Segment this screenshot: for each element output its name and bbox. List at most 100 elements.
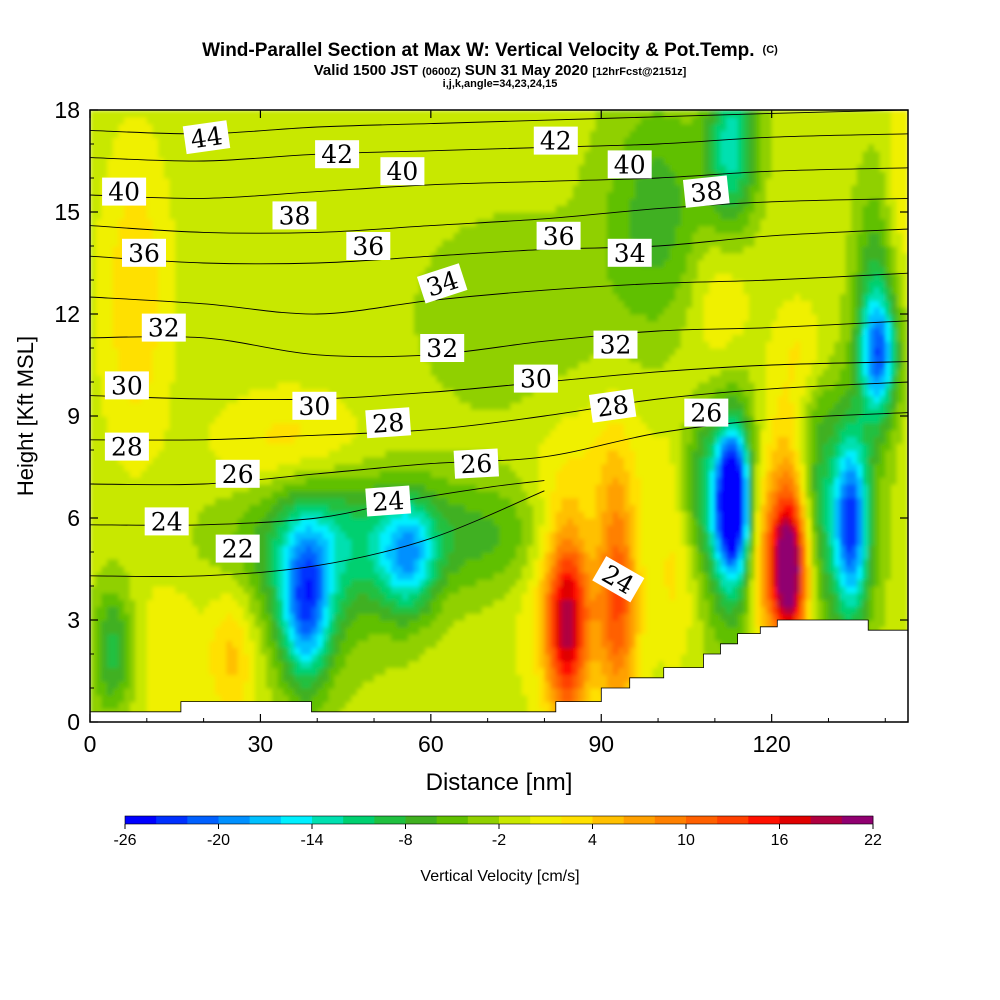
x-tick-label: 0 [84, 731, 97, 757]
contour-label-24: 24 [144, 507, 189, 536]
subtitle-valid: Valid 1500 JST [314, 62, 422, 79]
colorbar-segment [748, 816, 780, 824]
y-tick-label: 9 [67, 403, 80, 429]
y-tick-label: 12 [54, 301, 80, 327]
colorbar-segment [810, 816, 843, 824]
subtitle-forecast: [12hrFcst@2151z] [592, 66, 686, 78]
colorbar-segment [436, 816, 469, 824]
contour-label-22: 22 [215, 534, 260, 564]
contour-label-44: 44 [182, 120, 231, 154]
y-tick-label: 6 [67, 505, 80, 531]
colorbar: -26 -20 -14 -8 -2 4 10 16 22 [113, 815, 882, 849]
colorbar-segment [312, 816, 344, 824]
terrain [90, 619, 908, 722]
colorbar-segment [125, 816, 157, 824]
theta-contour-30 [90, 361, 908, 401]
contour-label-36: 36 [122, 238, 166, 268]
theta-contour-40 [90, 167, 908, 199]
chart-title: Wind-Parallel Section at Max W: Vertical… [202, 40, 778, 61]
colorbar-segment [592, 816, 625, 824]
colorbar-segment [218, 816, 251, 824]
colorbar-segment [405, 816, 438, 824]
theta-contour-32 [90, 320, 908, 358]
contour-label-38: 38 [682, 175, 730, 208]
colorbar-segment [530, 816, 562, 824]
colorbar-segment [654, 816, 687, 824]
colorbar-tick-label: 10 [677, 832, 695, 849]
contour-label-26: 26 [215, 459, 260, 489]
colorbar-segment [156, 816, 188, 824]
subtitle-date: SUN 31 May 2020 [461, 62, 593, 79]
colorbar-segment [717, 816, 749, 824]
colorbar-segment [187, 816, 219, 824]
contour-label-36: 36 [346, 232, 391, 261]
chart-subtitle: Valid 1500 JST (0600Z) SUN 31 May 2020 [… [314, 62, 687, 79]
colorbar-tick-label: -20 [207, 832, 230, 849]
y-tick-label: 0 [67, 709, 80, 735]
colorbar-segment [686, 816, 718, 824]
colorbar-segment [499, 816, 531, 824]
x-axis: 0 30 60 90 120 [84, 110, 886, 757]
contour-label-24: 24 [365, 485, 412, 517]
colorbar-segment [343, 816, 375, 824]
contour-label-28: 28 [104, 432, 149, 462]
x-tick-label: 60 [418, 731, 444, 757]
contour-label-38: 38 [272, 201, 317, 230]
colorbar-segment [249, 816, 282, 824]
colorbar-tick-label: -2 [492, 832, 506, 849]
contour-label-32: 32 [420, 334, 465, 363]
colorbar-segment [374, 816, 406, 824]
x-tick-label: 30 [248, 731, 274, 757]
theta-contour-36 [90, 228, 908, 265]
subtitle-utc: (0600Z) [422, 66, 461, 78]
colorbar-segment [280, 816, 313, 824]
contour-label-30: 30 [513, 364, 558, 394]
chart-title-main: Wind-Parallel Section at Max W: Vertical… [202, 40, 754, 61]
contour-label-40: 40 [607, 150, 652, 179]
contour-label-36: 36 [536, 221, 581, 251]
chart-subtitle-indices: i,j,k,angle=34,23,24,15 [443, 78, 558, 90]
colorbar-tick-label: 4 [588, 832, 597, 849]
contour-label-30: 30 [292, 391, 337, 421]
contour-label-34: 34 [607, 238, 652, 268]
colorbar-segment [467, 816, 500, 824]
contour-label-40: 40 [102, 177, 147, 207]
colorbar-segment [841, 816, 874, 824]
contour-label-42: 42 [533, 126, 578, 156]
contour-label-32: 32 [593, 330, 638, 360]
theta-contour-22 [90, 490, 545, 578]
contour-label-30: 30 [104, 371, 149, 400]
x-tick-label: 120 [752, 731, 790, 757]
contour-label-28: 28 [588, 388, 637, 423]
colorbar-tick-label: 16 [771, 832, 789, 849]
y-tick-label: 15 [54, 199, 80, 225]
contour-label-32: 32 [141, 313, 186, 343]
theta-contour-34 [90, 272, 908, 315]
y-tick-label: 18 [54, 97, 80, 123]
chart-title-mark: (C) [763, 44, 779, 56]
x-axis-label: Distance [nm] [426, 769, 573, 796]
colorbar-segment [779, 816, 812, 824]
colorbar-segment [561, 816, 593, 824]
contour-label-42: 42 [315, 140, 360, 169]
colorbar-label: Vertical Velocity [cm/s] [420, 868, 579, 885]
theta-contour-42 [90, 133, 908, 162]
contour-label-40: 40 [380, 157, 425, 186]
y-axis-label: Height [Kft MSL] [13, 336, 38, 496]
contour-label-26: 26 [684, 398, 729, 428]
theta-contour-28 [90, 381, 908, 441]
colorbar-segment [623, 816, 656, 824]
colorbar-tick-label: 22 [864, 832, 882, 849]
colorbar-tick-label: -14 [300, 832, 323, 849]
theta-contour-38 [90, 197, 908, 234]
contour-label-28: 28 [365, 407, 412, 439]
contour-label-26: 26 [453, 448, 500, 479]
y-tick-label: 3 [67, 607, 80, 633]
colorbar-tick-label: -26 [113, 832, 136, 849]
x-tick-label: 90 [588, 731, 614, 757]
colorbar-tick-label: -8 [398, 832, 412, 849]
